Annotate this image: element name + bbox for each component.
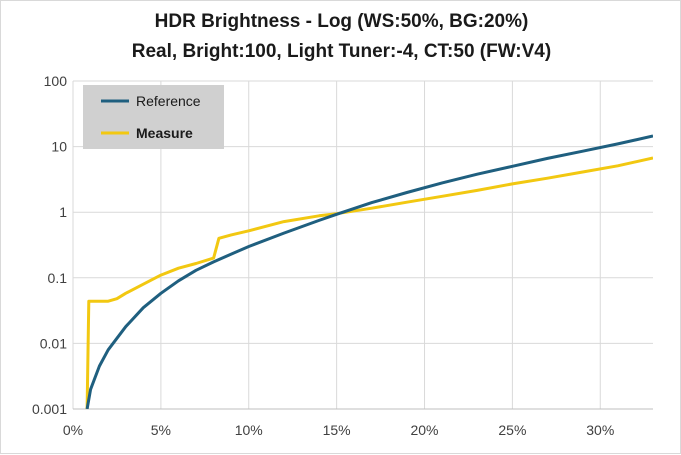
x-tick-label: 10%	[235, 422, 263, 438]
x-tick-label: 0%	[63, 422, 83, 438]
x-tick-label: 20%	[410, 422, 438, 438]
y-tick-label: 1	[59, 204, 67, 220]
legend-label-reference: Reference	[136, 93, 201, 109]
chart-title: HDR Brightness - Log (WS:50%, BG:20%)	[154, 11, 529, 32]
y-tick-label: 0.1	[48, 270, 68, 286]
x-tick-label: 30%	[586, 422, 614, 438]
x-tick-label: 5%	[151, 422, 171, 438]
legend-box	[83, 85, 224, 149]
chart-subtitle: Real, Bright:100, Light Tuner:-4, CT:50 …	[131, 41, 552, 62]
series-line-reference	[85, 134, 653, 409]
y-tick-label: 10	[51, 139, 67, 155]
x-tick-label: 15%	[323, 422, 351, 438]
legend-label-measure: Measure	[136, 125, 193, 141]
series-line-measure	[85, 156, 653, 409]
x-tick-label: 25%	[498, 422, 526, 438]
y-tick-label: 0.01	[40, 335, 67, 351]
y-tick-label: 100	[44, 73, 68, 89]
y-tick-label: 0.001	[32, 401, 67, 417]
